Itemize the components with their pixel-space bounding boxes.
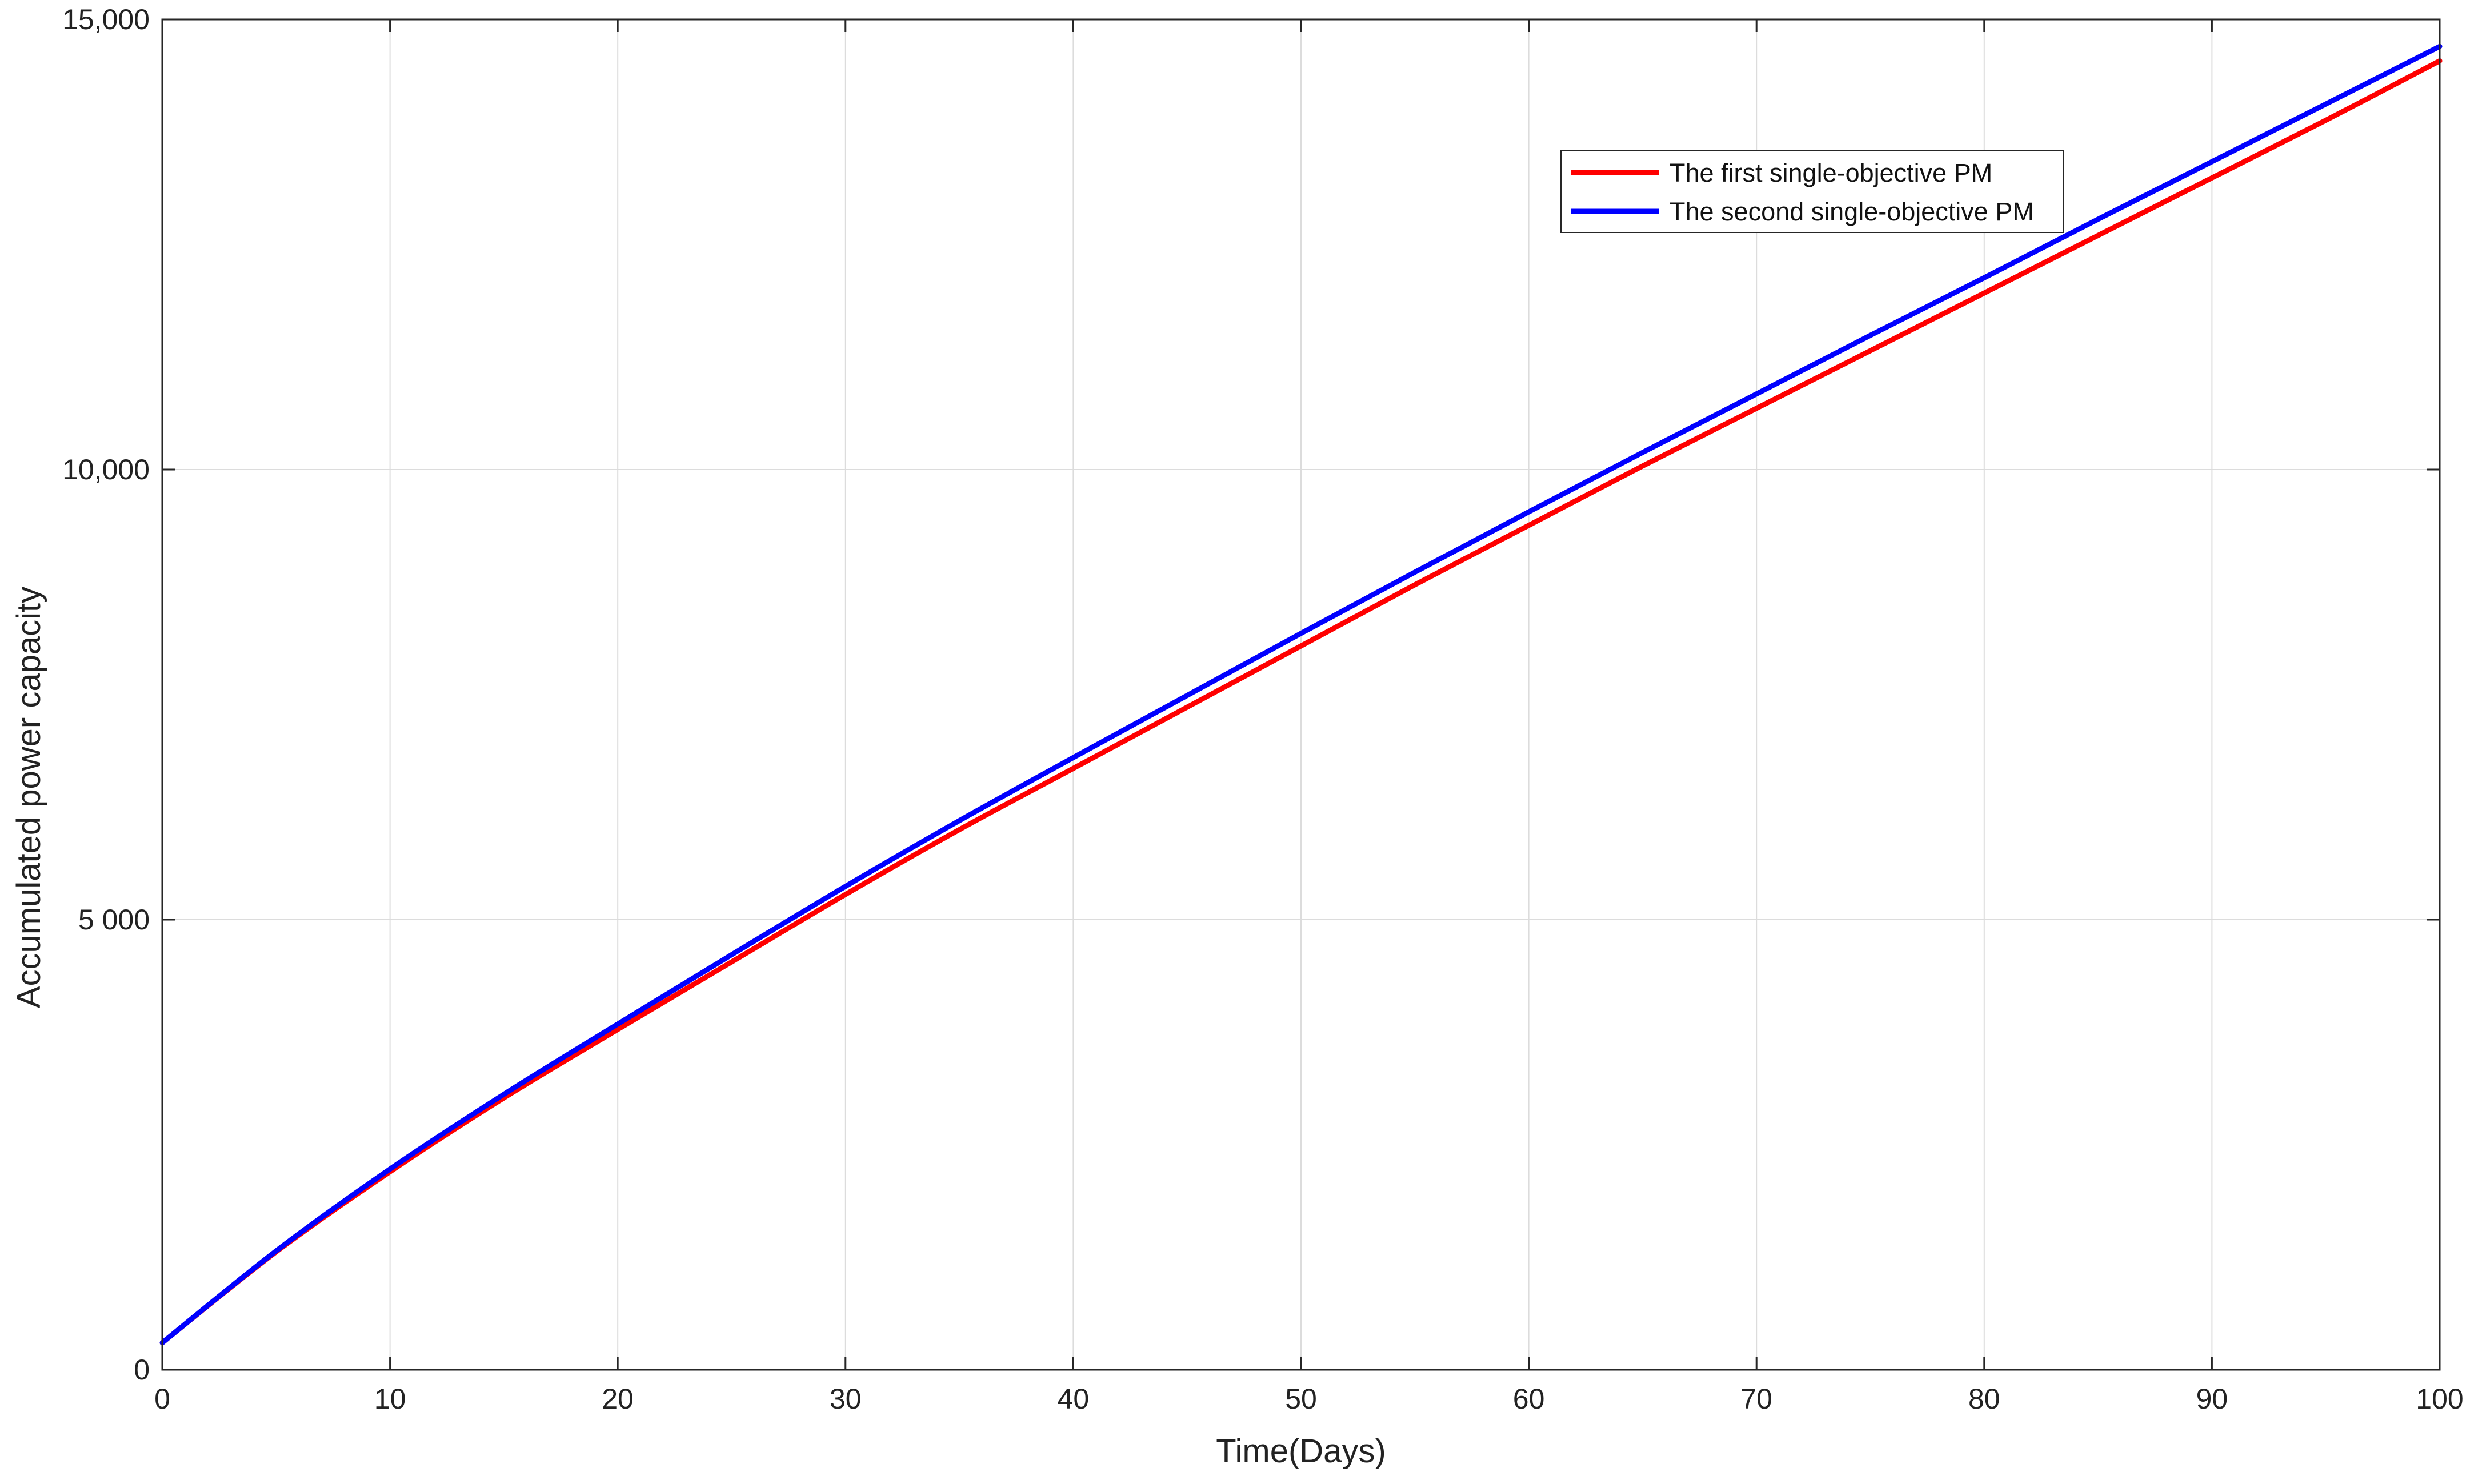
y-tick-label: 0 xyxy=(134,1354,150,1386)
legend-label-series-1: The first single-objective PM xyxy=(1670,158,1992,187)
x-tick-labels: 0 10 20 30 40 50 60 70 80 90 100 xyxy=(154,1383,2464,1415)
y-tick-label: 5 000 xyxy=(78,904,150,936)
legend: The first single-objective PM The second… xyxy=(1560,150,2064,233)
grid-lines xyxy=(162,19,2440,1370)
series-line-1 xyxy=(159,58,2443,1346)
y-tick-labels: 0 5 000 10,000 15,000 xyxy=(62,3,150,1386)
series-layer xyxy=(159,43,2443,1346)
x-tick-label: 30 xyxy=(830,1383,862,1415)
x-tick-label: 70 xyxy=(1740,1383,1772,1415)
y-tick-label: 10,000 xyxy=(62,454,150,486)
legend-box xyxy=(1560,150,2064,233)
x-tick-label: 50 xyxy=(1285,1383,1317,1415)
x-tick-label: 0 xyxy=(154,1383,170,1415)
series-line-2 xyxy=(159,43,2443,1346)
x-tick-label: 100 xyxy=(2416,1383,2463,1415)
x-tick-label: 10 xyxy=(374,1383,406,1415)
y-axis-label: Accumulated power capacity xyxy=(10,587,47,1008)
legend-label-series-2: The second single-objective PM xyxy=(1670,197,2034,226)
x-tick-label: 20 xyxy=(602,1383,634,1415)
x-tick-label: 80 xyxy=(1968,1383,2000,1415)
axis-ticks xyxy=(161,18,2441,1371)
x-tick-label: 90 xyxy=(2196,1383,2228,1415)
x-tick-label: 40 xyxy=(1058,1383,1090,1415)
x-axis-label: Time(Days) xyxy=(1216,1433,1386,1470)
y-tick-label: 15,000 xyxy=(62,3,150,35)
x-tick-label: 60 xyxy=(1513,1383,1545,1415)
